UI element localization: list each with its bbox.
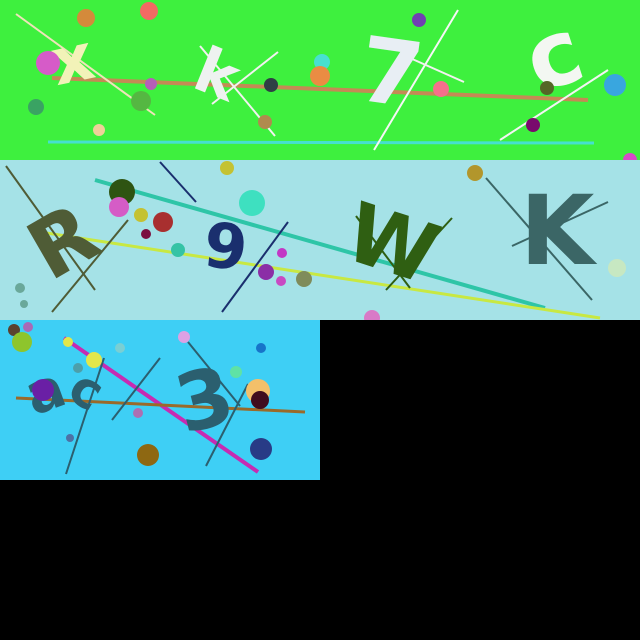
noise-dot: [145, 78, 157, 90]
noise-line: [385, 217, 453, 291]
noise-dot: [133, 408, 143, 418]
noise-dot: [264, 78, 278, 92]
noise-line: [187, 341, 241, 407]
noise-dot: [239, 190, 265, 216]
noise-dot: [310, 66, 330, 86]
noise-line: [47, 140, 595, 145]
noise-dot: [277, 248, 287, 258]
empty-area-bottom: [0, 480, 640, 640]
noise-line: [39, 230, 601, 320]
noise-line: [15, 396, 306, 414]
captcha-character: 9: [200, 208, 251, 285]
noise-line: [94, 178, 546, 310]
noise-line: [159, 161, 197, 203]
captcha-panel-2: R 9 W K: [0, 160, 640, 320]
noise-dot: [220, 161, 234, 175]
noise-dot: [15, 283, 25, 293]
panel-background: [0, 160, 640, 320]
noise-line: [221, 221, 289, 313]
noise-dot: [412, 13, 426, 27]
captcha-panel-1: x k 7 c: [0, 0, 640, 160]
captcha-panel-3: a c 3: [0, 320, 320, 480]
noise-dot: [77, 9, 95, 27]
noise-dot: [28, 99, 44, 115]
noise-dot: [433, 81, 449, 97]
noise-dot: [63, 337, 73, 347]
noise-dot: [526, 118, 540, 132]
noise-line: [373, 9, 459, 151]
noise-dot: [36, 51, 60, 75]
noise-line: [211, 51, 279, 105]
noise-dot: [256, 343, 266, 353]
noise-dot: [115, 343, 125, 353]
captcha-image-3: a c 3: [0, 320, 320, 480]
noise-dot: [276, 276, 286, 286]
noise-dot: [12, 332, 32, 352]
noise-dot: [314, 54, 330, 70]
noise-dot: [137, 444, 159, 466]
noise-dot: [178, 331, 190, 343]
noise-dot: [251, 391, 269, 409]
captcha-image-2: R 9 W K: [0, 160, 640, 320]
noise-line: [485, 177, 593, 301]
noise-dot: [296, 271, 312, 287]
empty-area-right: [320, 320, 640, 480]
noise-dot: [467, 165, 483, 181]
noise-dot: [250, 438, 272, 460]
noise-dot: [623, 153, 637, 160]
noise-dot: [141, 229, 151, 239]
noise-dot: [171, 243, 185, 257]
noise-dot: [23, 322, 33, 332]
noise-dot: [364, 310, 380, 320]
noise-line: [205, 383, 249, 467]
noise-line: [51, 219, 129, 313]
noise-dot: [32, 379, 54, 401]
noise-line: [499, 69, 609, 141]
noise-line: [511, 201, 609, 247]
noise-dot: [258, 264, 274, 280]
noise-dot: [540, 81, 554, 95]
noise-line: [51, 76, 589, 102]
noise-dot: [93, 124, 105, 136]
noise-dot: [8, 324, 20, 336]
captcha-character: K: [520, 175, 598, 287]
noise-dot: [20, 300, 28, 308]
noise-line: [65, 357, 105, 475]
noise-line: [355, 215, 411, 289]
noise-line: [111, 357, 161, 421]
noise-dot: [140, 2, 158, 20]
noise-dot: [73, 363, 83, 373]
noise-dot: [134, 208, 148, 222]
noise-dot: [86, 352, 102, 368]
noise-dot: [258, 115, 272, 129]
noise-line: [5, 165, 96, 291]
noise-dot: [604, 74, 626, 96]
noise-dot: [230, 366, 242, 378]
noise-dot: [66, 434, 74, 442]
noise-dot: [109, 197, 129, 217]
noise-dot: [153, 212, 173, 232]
captcha-image-1: x k 7 c: [0, 0, 640, 160]
captcha-character: 7: [353, 17, 430, 130]
noise-dot: [131, 91, 151, 111]
noise-dot: [608, 259, 626, 277]
noise-line: [409, 57, 465, 83]
